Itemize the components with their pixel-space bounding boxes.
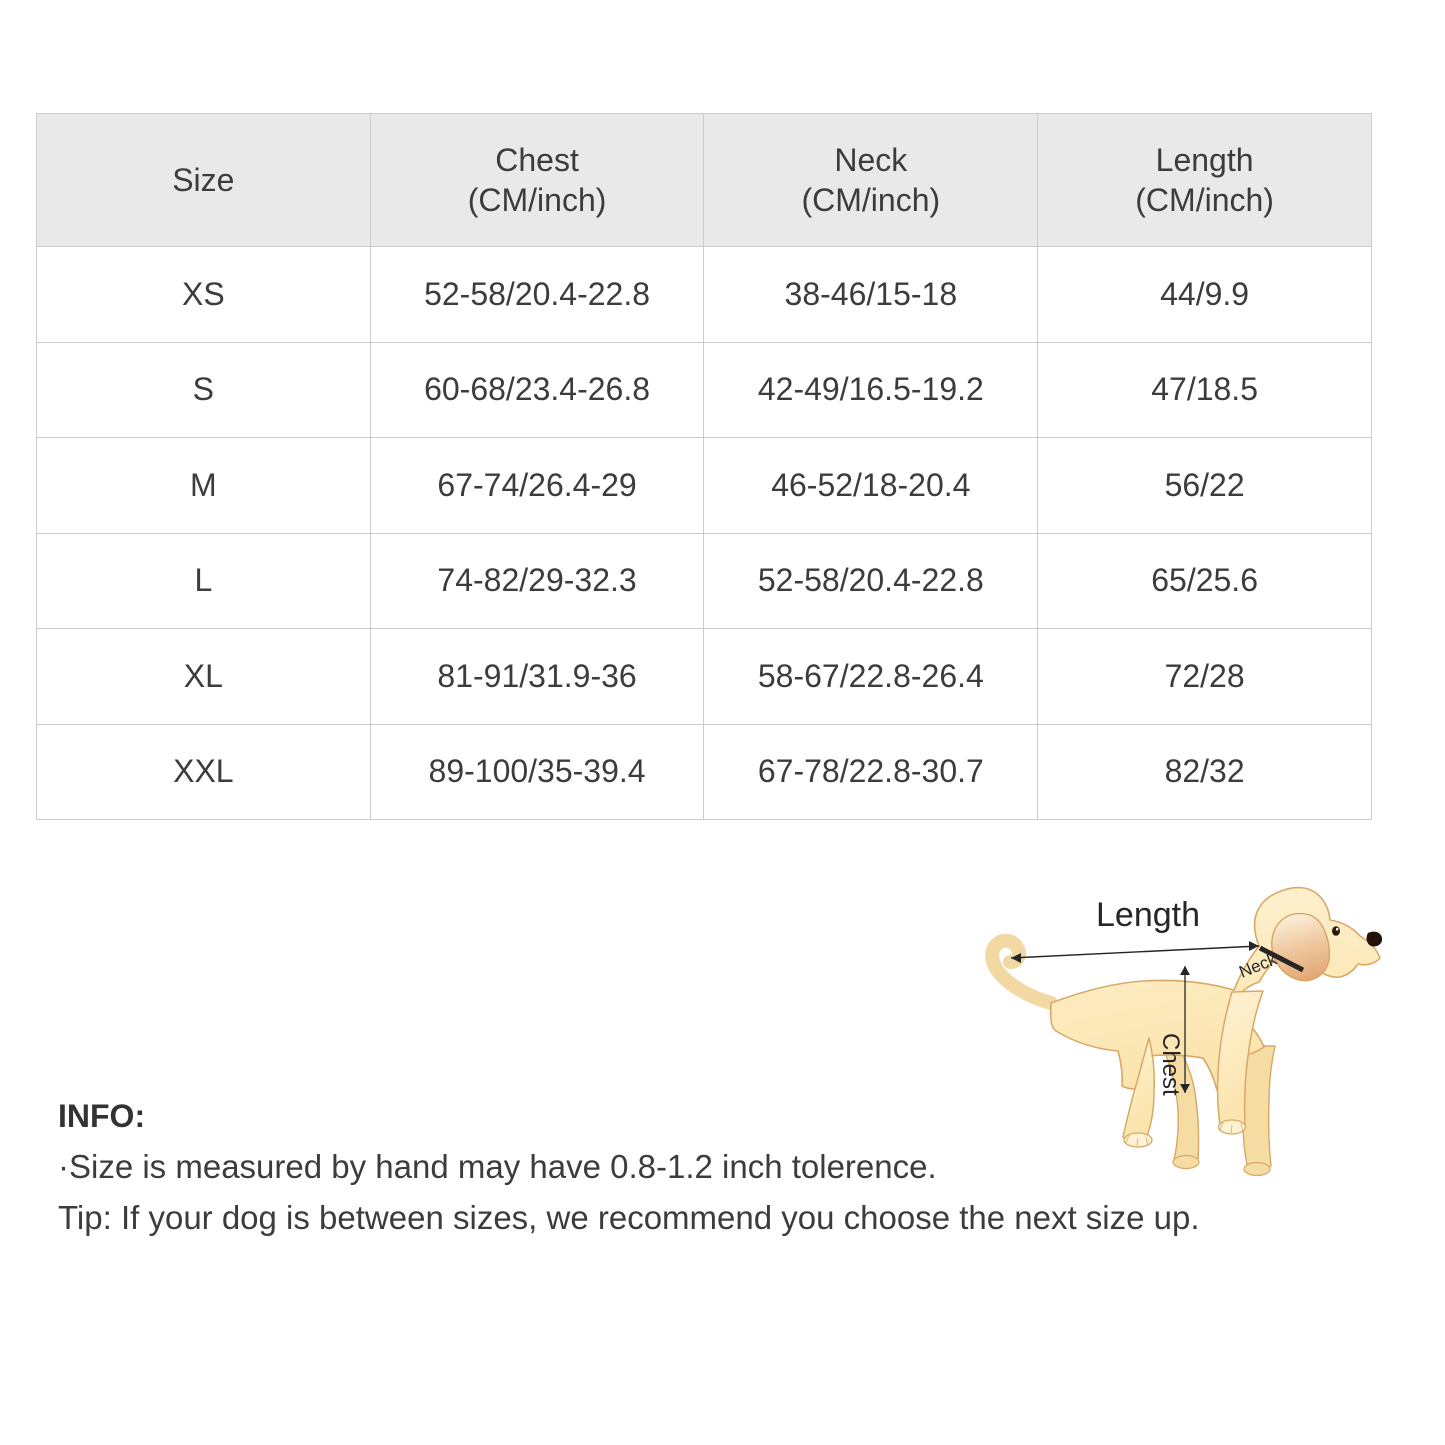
svg-text:Length: Length <box>1096 896 1200 934</box>
svg-text:Chest: Chest <box>1157 1033 1184 1096</box>
